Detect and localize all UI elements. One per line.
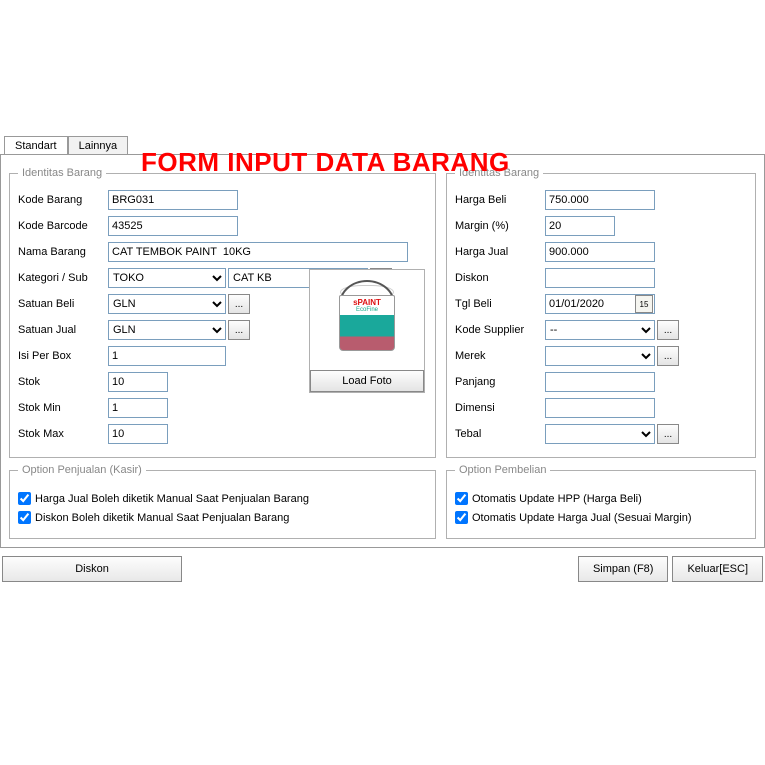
input-diskon[interactable] xyxy=(545,268,655,288)
paint-sub: EcoFine xyxy=(340,307,394,313)
chk-harga-manual-label: Harga Jual Boleh diketik Manual Saat Pen… xyxy=(35,493,309,505)
label-diskon: Diskon xyxy=(455,272,545,284)
group-identitas-left: Identitas Barang Kode Barang Kode Barcod… xyxy=(9,167,436,458)
label-kode-barcode: Kode Barcode xyxy=(18,220,108,232)
legend-option-penjualan: Option Penjualan (Kasir) xyxy=(18,464,146,476)
chk-harga-manual[interactable] xyxy=(18,492,31,505)
label-margin: Margin (%) xyxy=(455,220,545,232)
chk-auto-harga-jual[interactable] xyxy=(455,511,468,524)
label-panjang: Panjang xyxy=(455,376,545,388)
input-nama-barang[interactable] xyxy=(108,242,408,262)
select-kategori[interactable]: TOKO xyxy=(108,268,226,288)
btn-keluar[interactable]: Keluar[ESC] xyxy=(672,556,763,582)
label-tebal: Tebal xyxy=(455,428,545,440)
label-harga-beli: Harga Beli xyxy=(455,194,545,206)
group-option-penjualan: Option Penjualan (Kasir) Harga Jual Bole… xyxy=(9,464,436,539)
btn-supplier-more[interactable]: ... xyxy=(657,320,679,340)
photo-panel: sPAINT EcoFine Load Foto xyxy=(309,269,425,393)
select-kode-supplier[interactable]: -- xyxy=(545,320,655,340)
label-isi-per-box: Isi Per Box xyxy=(18,350,108,362)
btn-satuan-beli-more[interactable]: ... xyxy=(228,294,250,314)
input-kode-barcode[interactable] xyxy=(108,216,238,236)
label-kategori: Kategori / Sub xyxy=(18,272,108,284)
btn-satuan-jual-more[interactable]: ... xyxy=(228,320,250,340)
label-tgl-beli: Tgl Beli xyxy=(455,298,545,310)
input-panjang[interactable] xyxy=(545,372,655,392)
chk-diskon-manual-label: Diskon Boleh diketik Manual Saat Penjual… xyxy=(35,512,289,524)
btn-calendar-icon[interactable]: 15 xyxy=(635,295,653,313)
input-harga-beli[interactable] xyxy=(545,190,655,210)
label-kode-supplier: Kode Supplier xyxy=(455,324,545,336)
btn-tebal-more[interactable]: ... xyxy=(657,424,679,444)
input-kode-barang[interactable] xyxy=(108,190,238,210)
legend-identitas-left: Identitas Barang xyxy=(18,167,106,179)
group-option-pembelian: Option Pembelian Otomatis Update HPP (Ha… xyxy=(446,464,756,539)
form-data-barang: Standart Lainnya FORM INPUT DATA BARANG … xyxy=(0,135,765,582)
input-isi-per-box[interactable] xyxy=(108,346,226,366)
label-stok: Stok xyxy=(18,376,108,388)
tab-content: FORM INPUT DATA BARANG Identitas Barang … xyxy=(0,154,765,548)
input-stok-min[interactable] xyxy=(108,398,168,418)
select-satuan-beli[interactable]: GLN xyxy=(108,294,226,314)
product-image: sPAINT EcoFine xyxy=(310,270,424,370)
legend-option-pembelian: Option Pembelian xyxy=(455,464,550,476)
btn-diskon[interactable]: Diskon xyxy=(2,556,182,582)
label-merek: Merek xyxy=(455,350,545,362)
label-nama-barang: Nama Barang xyxy=(18,246,108,258)
select-satuan-jual[interactable]: GLN xyxy=(108,320,226,340)
label-harga-jual: Harga Jual xyxy=(455,246,545,258)
paint-brand: sPAINT xyxy=(340,296,394,307)
input-dimensi[interactable] xyxy=(545,398,655,418)
label-dimensi: Dimensi xyxy=(455,402,545,414)
label-kode-barang: Kode Barang xyxy=(18,194,108,206)
chk-harga-manual-row[interactable]: Harga Jual Boleh diketik Manual Saat Pen… xyxy=(18,492,427,505)
chk-auto-hpp-label: Otomatis Update HPP (Harga Beli) xyxy=(472,493,642,505)
group-identitas-right: Identitas Barang Harga Beli Margin (%) H… xyxy=(446,167,756,458)
btn-merek-more[interactable]: ... xyxy=(657,346,679,366)
page-title: FORM INPUT DATA BARANG xyxy=(141,147,510,178)
label-stok-max: Stok Max xyxy=(18,428,108,440)
label-satuan-jual: Satuan Jual xyxy=(18,324,108,336)
label-satuan-beli: Satuan Beli xyxy=(18,298,108,310)
chk-diskon-manual-row[interactable]: Diskon Boleh diketik Manual Saat Penjual… xyxy=(18,511,427,524)
chk-auto-harga-jual-label: Otomatis Update Harga Jual (Sesuai Margi… xyxy=(472,512,691,524)
input-stok[interactable] xyxy=(108,372,168,392)
input-stok-max[interactable] xyxy=(108,424,168,444)
input-harga-jual[interactable] xyxy=(545,242,655,262)
footer-bar: Diskon Simpan (F8) Keluar[ESC] xyxy=(0,556,765,582)
btn-load-foto[interactable]: Load Foto xyxy=(310,370,424,392)
tab-standart[interactable]: Standart xyxy=(4,136,68,155)
btn-simpan[interactable]: Simpan (F8) xyxy=(578,556,669,582)
tab-lainnya[interactable]: Lainnya xyxy=(68,136,129,155)
chk-auto-harga-jual-row[interactable]: Otomatis Update Harga Jual (Sesuai Margi… xyxy=(455,511,747,524)
label-stok-min: Stok Min xyxy=(18,402,108,414)
chk-auto-hpp[interactable] xyxy=(455,492,468,505)
select-merek[interactable] xyxy=(545,346,655,366)
chk-diskon-manual[interactable] xyxy=(18,511,31,524)
chk-auto-hpp-row[interactable]: Otomatis Update HPP (Harga Beli) xyxy=(455,492,747,505)
input-margin[interactable] xyxy=(545,216,615,236)
select-tebal[interactable] xyxy=(545,424,655,444)
